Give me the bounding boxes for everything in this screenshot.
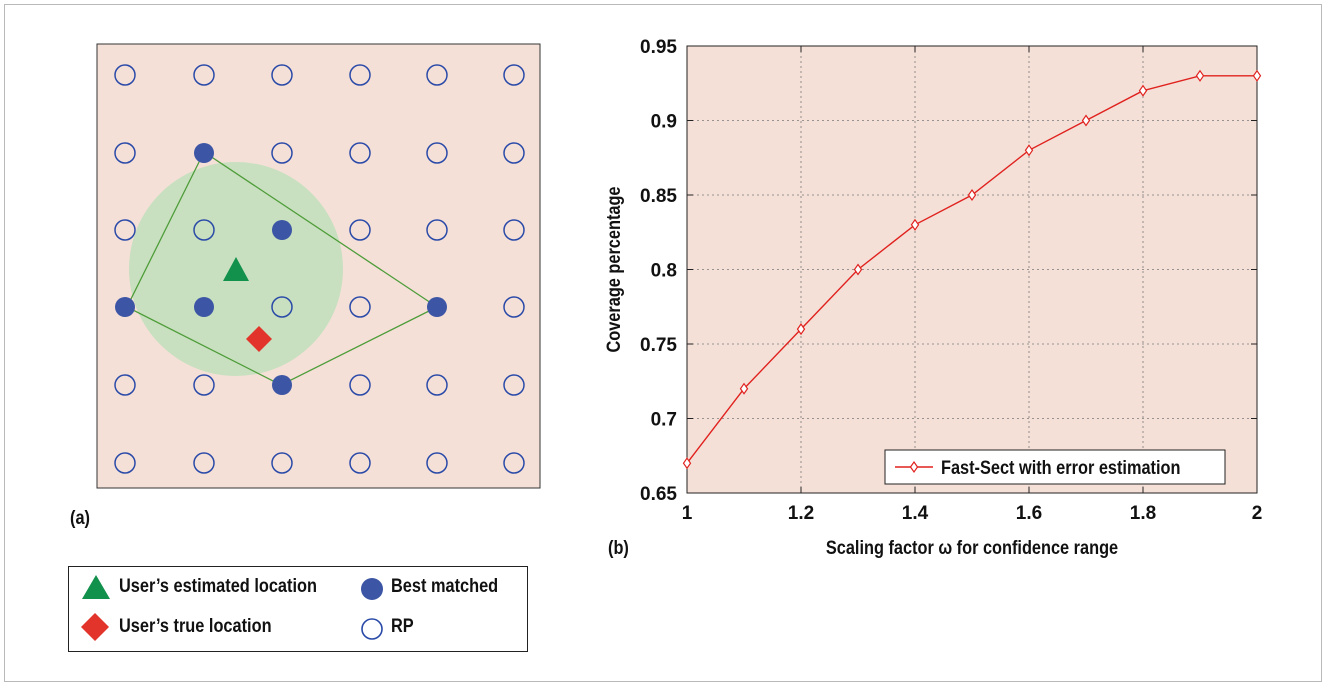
true-location-icon (81, 613, 109, 641)
reference-point (193, 452, 215, 474)
legend-rp-label: RP (391, 616, 414, 637)
panel-a-legend: User’s estimated location User’s true lo… (68, 566, 528, 652)
reference-point (349, 452, 371, 474)
reference-point (503, 452, 525, 474)
reference-point (503, 374, 525, 396)
best-matched-rp (272, 375, 292, 395)
reference-point (193, 64, 215, 86)
best-matched-rp (115, 297, 135, 317)
reference-point (114, 219, 136, 241)
reference-point (349, 374, 371, 396)
data-point (1138, 84, 1148, 97)
reference-point (271, 296, 293, 318)
data-point (853, 263, 863, 276)
legend-true-label: User’s true location (119, 616, 272, 637)
rp-icon (361, 618, 383, 640)
reference-point (349, 219, 371, 241)
estimated-location-marker (223, 257, 249, 281)
reference-point (426, 374, 448, 396)
y-tick-label: 0.8 (651, 261, 677, 282)
reference-point (271, 452, 293, 474)
best-matched-rp (194, 143, 214, 163)
reference-point (114, 374, 136, 396)
reference-point (503, 64, 525, 86)
reference-point (349, 64, 371, 86)
reference-point (193, 374, 215, 396)
reference-point (114, 142, 136, 164)
reference-point (503, 219, 525, 241)
data-point (682, 457, 692, 470)
data-point (1195, 69, 1205, 82)
x-tick-label: 1.4 (902, 503, 929, 524)
reference-point (271, 64, 293, 86)
best-matched-icon (361, 578, 383, 600)
x-tick-label: 1.8 (1130, 503, 1156, 524)
reference-point (426, 219, 448, 241)
reference-point (193, 219, 215, 241)
x-tick-label: 1.2 (788, 503, 814, 524)
legend-marker-sample (909, 460, 919, 474)
x-tick-label: 2 (1252, 503, 1263, 524)
reference-point (426, 452, 448, 474)
y-axis-label: Coverage percentage (603, 186, 624, 352)
reference-point (114, 64, 136, 86)
figure-frame (4, 4, 1322, 682)
reference-point (114, 452, 136, 474)
legend-estimated-label: User’s estimated location (119, 576, 317, 597)
data-point (910, 218, 920, 231)
estimated-location-icon (82, 575, 110, 599)
reference-point (426, 64, 448, 86)
data-point (1252, 69, 1262, 82)
y-tick-label: 0.9 (651, 112, 677, 133)
y-tick-label: 0.75 (640, 335, 677, 356)
data-point (739, 382, 749, 395)
y-tick-label: 0.7 (651, 410, 677, 431)
y-tick-label: 0.95 (640, 37, 677, 58)
x-tick-label: 1 (682, 503, 693, 524)
reference-point (503, 142, 525, 164)
reference-point (503, 296, 525, 318)
data-point (1081, 114, 1091, 127)
chart-legend-box (884, 449, 1226, 485)
panel-a-label: (a) (70, 508, 90, 529)
y-tick-label: 0.65 (640, 484, 677, 505)
panel-a-legend-symbols (81, 575, 383, 641)
reference-point (349, 296, 371, 318)
x-axis-label: Scaling factor ω for confidence range (826, 537, 1118, 558)
best-matched-rp (272, 220, 292, 240)
data-point (967, 188, 977, 202)
y-tick-label: 0.85 (640, 186, 677, 207)
legend-series-label: Fast-Sect with error estimation (941, 457, 1180, 478)
x-tick-label: 1.6 (1016, 503, 1042, 524)
panel-b-label: (b) (608, 538, 629, 559)
true-location-marker (246, 326, 272, 352)
data-point (1024, 144, 1034, 157)
best-matched-rp (194, 297, 214, 317)
legend-best-label: Best matched (391, 576, 499, 597)
best-matched-rp (427, 297, 447, 317)
reference-point (349, 142, 371, 164)
reference-point (426, 142, 448, 164)
reference-point (271, 142, 293, 164)
data-point (796, 323, 806, 336)
